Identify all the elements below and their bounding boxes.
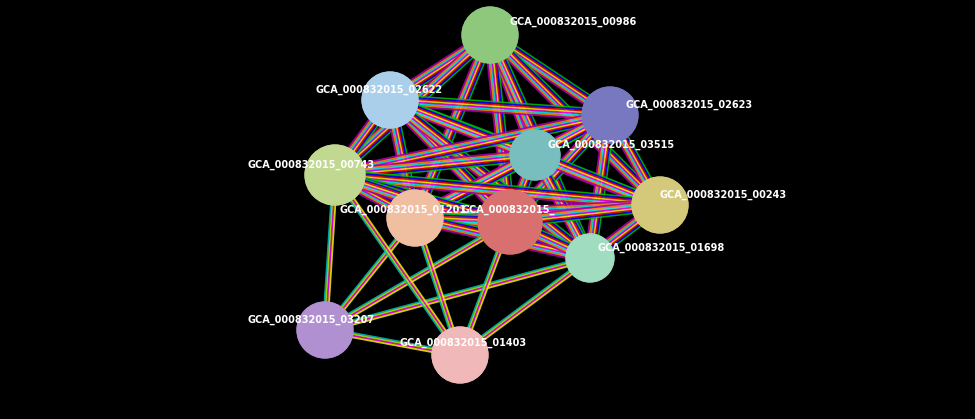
Circle shape: [582, 87, 638, 143]
Text: GCA_000832015_01201: GCA_000832015_01201: [340, 205, 467, 215]
Text: GCA_000832015_00986: GCA_000832015_00986: [510, 17, 638, 27]
Circle shape: [462, 7, 518, 63]
Circle shape: [305, 145, 365, 205]
Text: GCA_000832015_00743: GCA_000832015_00743: [248, 160, 375, 170]
Text: GCA_000832015_03207: GCA_000832015_03207: [248, 315, 375, 325]
Circle shape: [632, 177, 688, 233]
Circle shape: [478, 190, 542, 254]
Text: GCA_000832015_02622: GCA_000832015_02622: [315, 85, 442, 95]
Circle shape: [362, 72, 418, 128]
Circle shape: [510, 130, 560, 180]
Text: GCA_000832015_02623: GCA_000832015_02623: [625, 100, 752, 110]
Circle shape: [566, 234, 614, 282]
Circle shape: [432, 327, 488, 383]
Text: GCA_000832015_01403: GCA_000832015_01403: [400, 338, 527, 348]
Text: GCA_000832015_00243: GCA_000832015_00243: [660, 190, 787, 200]
Text: GCA_000832015_01698: GCA_000832015_01698: [598, 243, 725, 253]
Circle shape: [387, 190, 443, 246]
Circle shape: [297, 302, 353, 358]
Text: GCA_000832015_: GCA_000832015_: [462, 205, 556, 215]
Text: GCA_000832015_03515: GCA_000832015_03515: [548, 140, 675, 150]
